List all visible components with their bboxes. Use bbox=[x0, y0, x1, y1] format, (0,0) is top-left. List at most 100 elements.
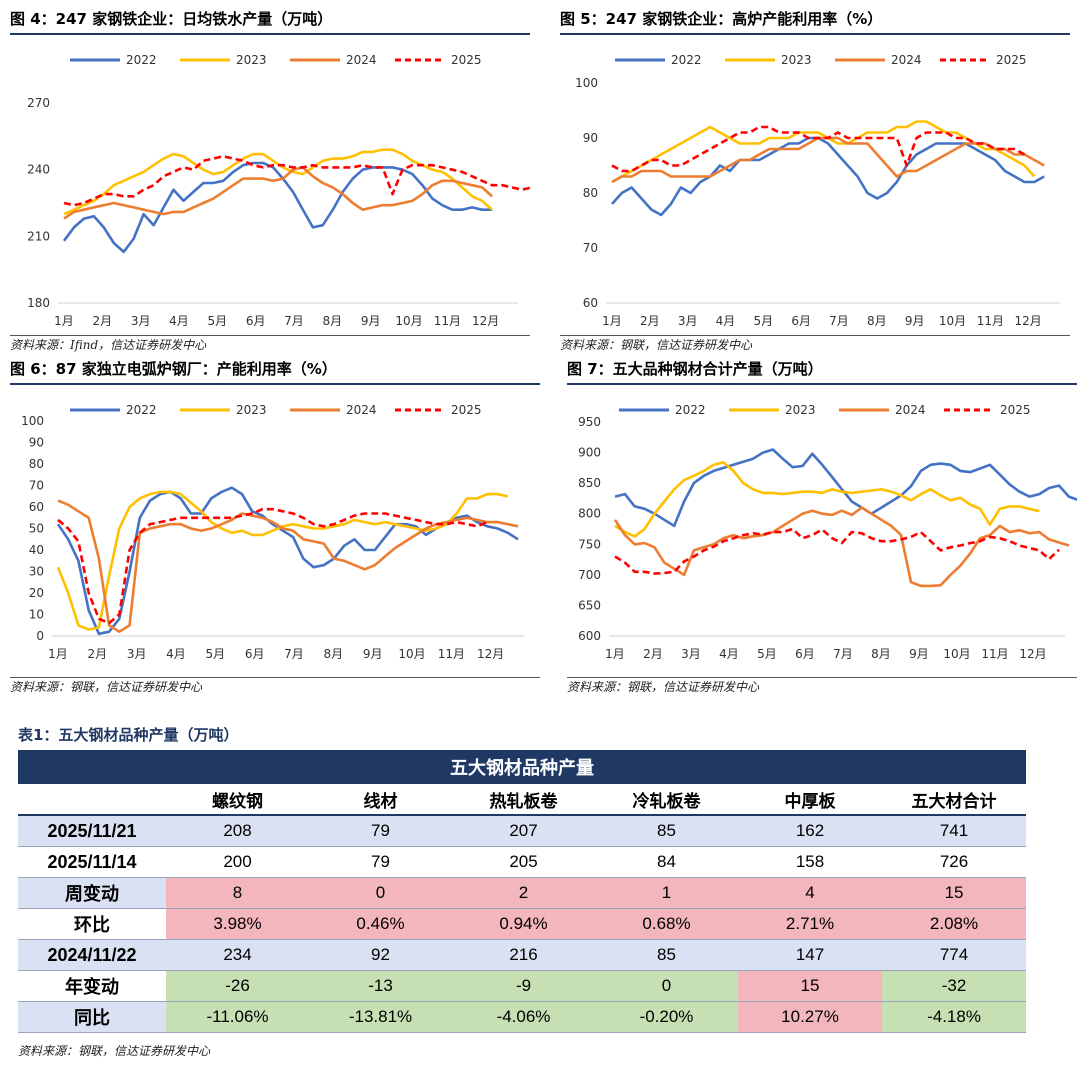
x-tick-label: 5月 bbox=[754, 314, 774, 328]
y-tick-label: 650 bbox=[578, 598, 601, 612]
chart-iron-output: 180 210 240 270 1月 2月 3月 4月 5月 6月 7月 8月 9月 10月 11月 12月 2… bbox=[27, 53, 530, 328]
row-label: 2024/11/22 bbox=[18, 939, 166, 971]
y-tick-label: 90 bbox=[29, 436, 44, 450]
table-cell: 726 bbox=[882, 846, 1027, 878]
x-tick-label: 12月 bbox=[477, 647, 504, 661]
x-tick-label: 10月 bbox=[395, 314, 422, 328]
y-tick-label: 240 bbox=[27, 163, 50, 177]
x-tick-label: 11月 bbox=[434, 314, 461, 328]
x-tick-label: 2月 bbox=[643, 647, 663, 661]
table-cell: 208 bbox=[166, 815, 309, 847]
x-tick-label: 9月 bbox=[363, 647, 383, 661]
table-cell: 0.94% bbox=[452, 908, 595, 940]
y-tick-label: 180 bbox=[27, 296, 50, 310]
y-tick-label: 950 bbox=[578, 415, 601, 429]
y-tick-label: 30 bbox=[29, 565, 44, 579]
x-tick-label: 9月 bbox=[361, 314, 381, 328]
x-tick-label: 7月 bbox=[833, 647, 853, 661]
column-header: 线材 bbox=[309, 784, 452, 816]
table-cell: 0 bbox=[595, 970, 738, 1002]
chart-panel-eaf-utilization: 图 6：87 家独立电弧炉钢厂：产能利用率（%） 0 10 20 30 40 50 60 70… bbox=[10, 358, 545, 698]
x-tick-label: 3月 bbox=[131, 314, 151, 328]
y-tick-label: 70 bbox=[583, 241, 598, 255]
series-line-2023 bbox=[611, 120, 1036, 184]
table-cell: -0.20% bbox=[595, 1001, 738, 1033]
table-cell: 207 bbox=[452, 815, 595, 847]
x-tick-label: 11月 bbox=[438, 647, 465, 661]
legend-label-2024: 2024 bbox=[891, 53, 922, 67]
x-tick-label: 12月 bbox=[1019, 647, 1046, 661]
legend-label-2025: 2025 bbox=[451, 53, 482, 67]
table-cell: 0 bbox=[309, 877, 452, 909]
legend-label-2025: 2025 bbox=[996, 53, 1027, 67]
table-source: 资料来源：钢联，信达证券研发中心 bbox=[18, 1044, 211, 1058]
row-label: 环比 bbox=[18, 908, 166, 940]
y-tick-label: 80 bbox=[29, 457, 44, 471]
x-tick-label: 12月 bbox=[472, 314, 499, 328]
table-cell: 2 bbox=[452, 877, 595, 909]
table-cell: 147 bbox=[738, 939, 882, 971]
table-cell: 774 bbox=[882, 939, 1027, 971]
column-header: 五大材合计 bbox=[882, 784, 1027, 816]
table-cell: 205 bbox=[452, 846, 595, 878]
column-header: 中厚板 bbox=[738, 784, 882, 816]
row-label: 周变动 bbox=[18, 877, 166, 909]
y-tick-label: 70 bbox=[29, 479, 44, 493]
series-line-2025 bbox=[614, 527, 1060, 575]
legend-label-2022: 2022 bbox=[671, 53, 702, 67]
x-tick-label: 6月 bbox=[791, 314, 811, 328]
x-tick-label: 7月 bbox=[284, 314, 304, 328]
table-cell: -4.06% bbox=[452, 1001, 595, 1033]
table-cell: 15 bbox=[882, 877, 1027, 909]
x-tick-label: 6月 bbox=[245, 647, 265, 661]
x-tick-label: 4月 bbox=[166, 647, 186, 661]
series-line-2023 bbox=[63, 148, 493, 216]
series-line-2025 bbox=[611, 125, 1026, 173]
chart-title: 图 6：87 家独立电弧炉钢厂：产能利用率（%） bbox=[10, 360, 337, 378]
x-tick-label: 2月 bbox=[640, 314, 660, 328]
table-cell: 10.27% bbox=[738, 1001, 882, 1033]
y-tick-label: 10 bbox=[29, 608, 44, 622]
series-line-2025 bbox=[63, 155, 530, 207]
x-tick-label: 10月 bbox=[398, 647, 425, 661]
series-line-2022 bbox=[614, 448, 1077, 528]
x-tick-label: 11月 bbox=[981, 647, 1008, 661]
y-tick-label: 80 bbox=[583, 186, 598, 200]
x-tick-label: 2月 bbox=[88, 647, 108, 661]
legend-label-2024: 2024 bbox=[346, 403, 377, 417]
y-tick-label: 90 bbox=[583, 131, 598, 145]
y-tick-label: 40 bbox=[29, 543, 44, 557]
x-tick-label: 7月 bbox=[284, 647, 304, 661]
x-tick-label: 3月 bbox=[127, 647, 147, 661]
series-line-2024 bbox=[63, 166, 493, 220]
table-cell: 741 bbox=[882, 815, 1027, 847]
table-cell: -9 bbox=[452, 970, 595, 1002]
y-tick-label: 600 bbox=[578, 629, 601, 643]
table-cell: 200 bbox=[166, 846, 309, 878]
table-cell: -11.06% bbox=[166, 1001, 309, 1033]
x-tick-label: 7月 bbox=[829, 314, 849, 328]
x-tick-label: 8月 bbox=[324, 647, 344, 661]
table-cell: 216 bbox=[452, 939, 595, 971]
table-cell: 162 bbox=[738, 815, 882, 847]
series-line-2025 bbox=[57, 507, 488, 625]
x-tick-label: 4月 bbox=[719, 647, 739, 661]
table-cell: 1 bbox=[595, 877, 738, 909]
row-label: 同比 bbox=[18, 1001, 166, 1033]
legend-label-2023: 2023 bbox=[785, 403, 816, 417]
x-tick-label: 3月 bbox=[678, 314, 698, 328]
table-row: 年变动 -26 -13 -9 0 15 -32 bbox=[18, 970, 1027, 1002]
table-cell: 2.71% bbox=[738, 908, 882, 940]
legend-label-2024: 2024 bbox=[346, 53, 377, 67]
table-cell: 85 bbox=[595, 939, 738, 971]
chart-source: 资料来源：钢联，信达证券研发中心 bbox=[560, 338, 753, 352]
chart-five-steel-output: 600 650 700 750 800 850 900 950 1月 2月 3月 4月 5月 6月 7月 8月… bbox=[578, 403, 1077, 661]
table-header: 五大钢材品种产量 bbox=[18, 750, 1027, 784]
table-cell: 234 bbox=[166, 939, 309, 971]
x-tick-label: 2月 bbox=[93, 314, 113, 328]
row-label: 年变动 bbox=[18, 970, 166, 1002]
y-tick-label: 60 bbox=[29, 500, 44, 514]
legend-label-2023: 2023 bbox=[781, 53, 812, 67]
legend-label-2025: 2025 bbox=[1000, 403, 1031, 417]
series-line-2024 bbox=[613, 506, 1070, 588]
